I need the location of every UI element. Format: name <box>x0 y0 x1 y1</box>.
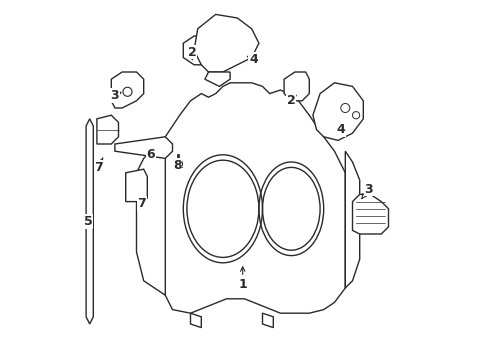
Text: 1: 1 <box>238 267 246 291</box>
Polygon shape <box>125 169 147 202</box>
Text: 2: 2 <box>286 94 296 107</box>
Text: 4: 4 <box>247 53 257 66</box>
Text: 5: 5 <box>83 215 93 228</box>
Text: 7: 7 <box>94 158 103 174</box>
Polygon shape <box>97 115 118 144</box>
Polygon shape <box>190 313 201 328</box>
Polygon shape <box>136 137 165 295</box>
Polygon shape <box>284 72 309 101</box>
Polygon shape <box>204 72 230 86</box>
Text: 2: 2 <box>187 46 196 60</box>
Text: 3: 3 <box>110 89 121 102</box>
Polygon shape <box>111 72 143 108</box>
Text: 6: 6 <box>146 148 155 161</box>
Polygon shape <box>352 194 387 234</box>
Text: 8: 8 <box>173 159 181 172</box>
Polygon shape <box>115 137 172 158</box>
Polygon shape <box>345 151 359 288</box>
Polygon shape <box>183 36 212 65</box>
Polygon shape <box>165 83 345 313</box>
Polygon shape <box>86 119 93 324</box>
Text: 7: 7 <box>137 197 146 210</box>
Polygon shape <box>312 83 363 140</box>
Polygon shape <box>194 14 258 72</box>
Text: 4: 4 <box>336 123 345 136</box>
Polygon shape <box>262 313 273 328</box>
Text: 3: 3 <box>361 183 372 198</box>
